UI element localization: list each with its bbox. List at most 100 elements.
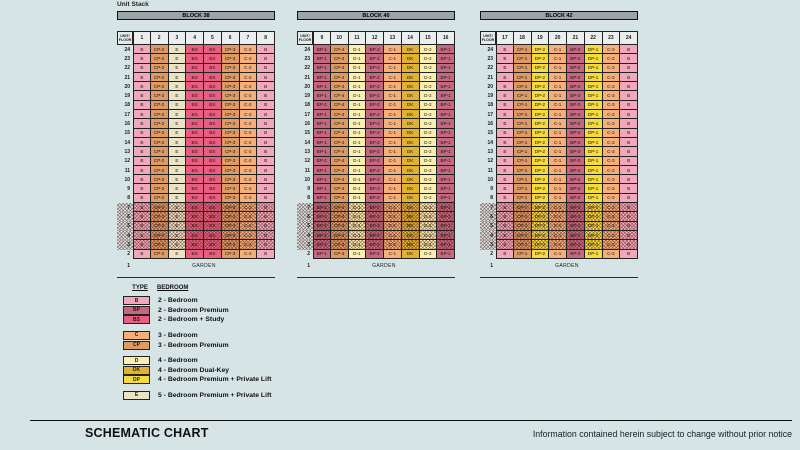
garden-floor-label: 1 (127, 263, 130, 269)
unit-cell: BP-1 (313, 91, 331, 101)
unit-cell: BP-1 (313, 147, 331, 157)
unit-cell: D-2 (419, 54, 438, 64)
unit-cell: D-1 (348, 221, 367, 231)
unit-cell: CP-3 (221, 249, 240, 259)
unit-cell: BS (204, 72, 222, 83)
unit-cell: B (257, 119, 275, 129)
unit-cell: D-2 (419, 119, 438, 129)
footer-divider (30, 420, 792, 422)
legend-label: 4 - Bedroom Premium + Private Lift (158, 376, 272, 384)
floor-label: 14 (487, 139, 493, 146)
unit-cell: D-1 (348, 184, 367, 194)
unit-cell: BS (186, 240, 204, 250)
unit-cell: E (168, 156, 187, 166)
unit-cell: B (257, 54, 275, 64)
unit-cell: BS (186, 63, 204, 73)
unit-cell: B (133, 221, 151, 231)
unit-cell: BP-2 (366, 184, 384, 194)
unit-cell: BP-1 (437, 193, 455, 204)
unit-cell: C-2 (239, 82, 258, 92)
unit-cell: CP-4 (330, 193, 349, 204)
unit-cell: E (168, 165, 187, 176)
unit-cell: BS (204, 137, 222, 148)
unit-cell: B (133, 240, 151, 250)
floor-label: 17 (304, 111, 310, 118)
legend-group: E 5 - Bedroom Premium + Private Lift (123, 390, 272, 400)
floor-label: 19 (124, 93, 130, 100)
unit-cell: C-1 (549, 230, 567, 241)
unit-cell: C-1 (549, 184, 567, 194)
unit-cell: C-2 (239, 240, 258, 250)
unit-cell: DP-2 (531, 54, 550, 64)
floor-label: 8 (307, 195, 310, 202)
unit-cell: B (257, 137, 275, 148)
unit-cell: CP-4 (330, 128, 349, 138)
unit-cell: DP-2 (531, 128, 550, 138)
unit-cell: B (496, 63, 514, 73)
legend-swatch-dp: DP (123, 375, 150, 385)
unit-cell: CP-1 (513, 147, 532, 157)
unit-cell: CP-1 (513, 184, 532, 194)
unit-cell: CP-2 (150, 147, 169, 157)
unit-cell: B (620, 175, 638, 185)
unit-cell: BP-2 (567, 221, 585, 231)
unit-cell: B (133, 128, 151, 138)
unit-cell: CP-4 (330, 119, 349, 129)
unit-cell: BS (186, 91, 204, 101)
unit-floor-header: UNIT/ FLOOR (480, 31, 496, 45)
unit-cell: D-2 (419, 100, 438, 111)
unit-cell: B (496, 175, 514, 185)
unit-cell: BP-1 (313, 45, 331, 55)
unit-cell: C-1 (384, 193, 402, 204)
unit-cell: B (620, 165, 638, 176)
unit-cell: DK (401, 137, 420, 148)
unit-cell: DP-2 (531, 193, 550, 204)
unit-cell: D-1 (348, 249, 367, 259)
unit-cell: CP-2 (150, 63, 169, 73)
unit-cell: C-1 (549, 45, 567, 55)
unit-cell: BP-2 (567, 212, 585, 222)
unit-cell: DK (401, 91, 420, 101)
unit-cell: DK (401, 165, 420, 176)
unit-cell: DP-2 (531, 156, 550, 166)
unit-cell: DP-2 (531, 82, 550, 92)
unit-cell: BP-1 (437, 249, 455, 259)
floor-label: 17 (124, 111, 130, 118)
unit-cell: B (133, 110, 151, 120)
unit-cell: C-1 (384, 119, 402, 129)
unit-cell: B (257, 193, 275, 204)
unit-cell: BS (186, 221, 204, 231)
unit-cell: BP-2 (366, 240, 384, 250)
unit-cell: BP-2 (567, 193, 585, 204)
floor-label: 21 (124, 74, 130, 81)
unit-cell: C-3 (602, 165, 621, 176)
unit-cell: D-2 (419, 249, 438, 259)
unit-cell: BP-1 (437, 45, 455, 55)
unit-cell: BS (204, 119, 222, 129)
unit-cell: BS (186, 128, 204, 138)
unit-cell: DP-1 (584, 63, 603, 73)
floor-label: 13 (487, 148, 493, 155)
unit-cell: C-3 (602, 203, 621, 213)
floor-label: 12 (487, 158, 493, 165)
unit-cell: BP-1 (437, 63, 455, 73)
unit-cell: BP-1 (313, 137, 331, 148)
unit-cell: BP-2 (567, 45, 585, 55)
unit-cell: CP-3 (221, 110, 240, 120)
legend-group: B 2 - Bedroom BP 2 - Bedroom Premium BS 2 - B… (123, 296, 272, 325)
unit-cell: DP-1 (584, 156, 603, 166)
unit-cell: DP-2 (531, 147, 550, 157)
unit-cell: C-3 (602, 91, 621, 101)
unit-cell: DP-2 (531, 230, 550, 241)
unit-cell: CP-2 (150, 110, 169, 120)
unit-cell: B (620, 147, 638, 157)
unit-cell: BP-1 (437, 91, 455, 101)
unit-cell: C-1 (384, 147, 402, 157)
unit-cell: C-1 (549, 110, 567, 120)
unit-cell: DP-1 (584, 45, 603, 55)
unit-cell: C-2 (239, 147, 258, 157)
unit-cell: C-1 (384, 82, 402, 92)
unit-cell: B (620, 45, 638, 55)
unit-cell: D-1 (348, 72, 367, 83)
unit-cell: BP-2 (366, 91, 384, 101)
